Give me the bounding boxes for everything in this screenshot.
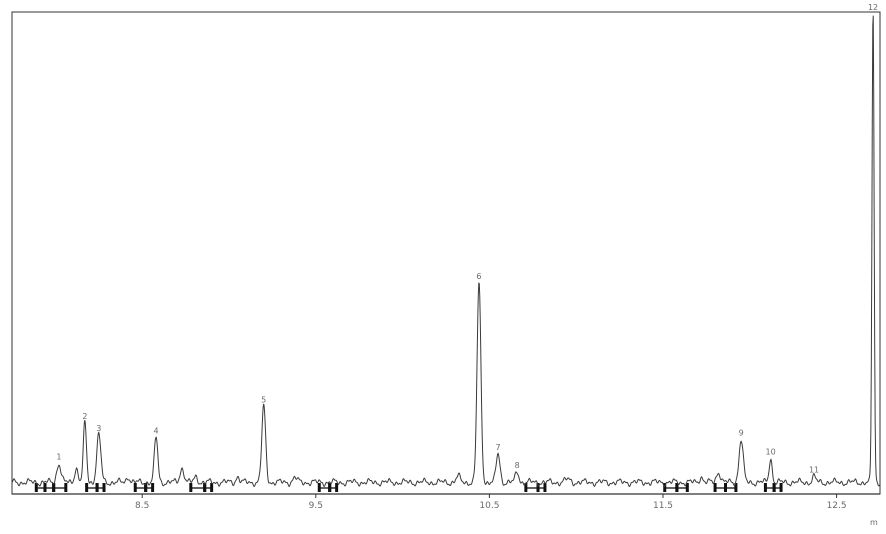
integration-marker xyxy=(203,483,214,492)
peak-label: 6 xyxy=(476,272,481,281)
x-tick-label: 12.5 xyxy=(827,501,847,511)
peak-label: 8 xyxy=(515,461,520,470)
integration-marker xyxy=(723,483,738,492)
integration-marker xyxy=(52,483,68,492)
integration-marker xyxy=(95,483,106,492)
peak-label: 12 xyxy=(868,3,878,12)
plot-frame xyxy=(11,11,881,495)
integration-marker xyxy=(675,483,689,492)
peak-label: 9 xyxy=(739,429,744,438)
peak-label: 7 xyxy=(496,443,501,452)
chromatogram-trace xyxy=(11,15,881,488)
integration-marker xyxy=(536,483,547,492)
peak-label: 10 xyxy=(766,448,776,457)
peak-label: 5 xyxy=(261,395,266,404)
peak-label: 3 xyxy=(96,424,101,433)
peak-label: 11 xyxy=(809,466,819,475)
peak-label: 4 xyxy=(154,426,159,435)
integration-markers xyxy=(34,483,783,492)
x-ticks: 8.5 9.5 10.5 11.5 12.5 xyxy=(135,494,847,511)
x-tick-label: 8.5 xyxy=(135,501,149,511)
x-tick-label: 9.5 xyxy=(309,501,323,511)
x-tick-label: 11.5 xyxy=(653,501,673,511)
integration-marker xyxy=(328,483,339,492)
peak-label: 2 xyxy=(82,412,87,421)
x-tick-label: 10.5 xyxy=(479,501,499,511)
integration-marker xyxy=(772,483,783,492)
integration-marker xyxy=(144,483,155,492)
peak-label: 1 xyxy=(56,452,61,461)
x-unit-label: m xyxy=(870,518,878,527)
